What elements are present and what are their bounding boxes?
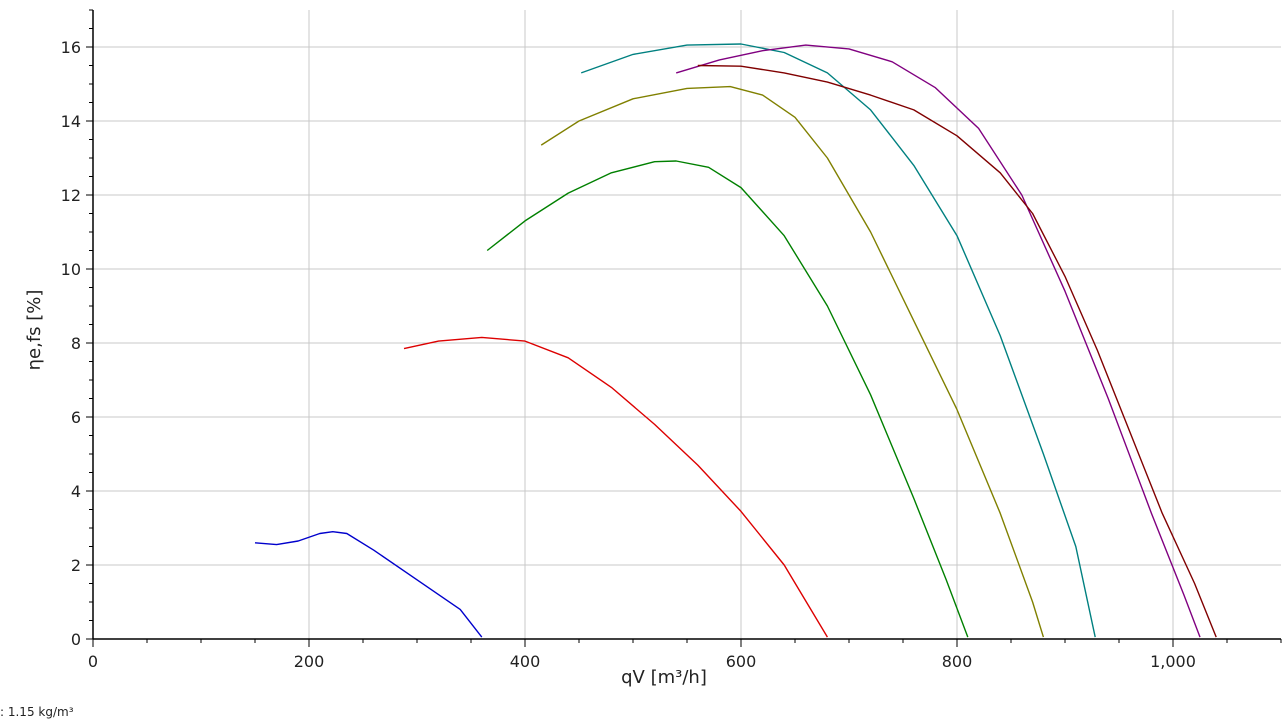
x-tick-label: 800 [942,652,973,671]
y-tick-label: 10 [61,260,81,279]
series-line-7 [697,64,1217,638]
axes [92,10,1281,640]
y-tick-label: 6 [71,408,81,427]
series-line-3 [486,160,969,638]
y-tick-label: 4 [71,482,81,501]
series-line-1 [254,531,483,638]
y-tick-label: 16 [61,38,81,57]
tick-labels: 0 200 400 600 800 1,000 0 2 4 6 8 10 12 14 16 [61,38,1196,671]
series-line-4 [540,85,1045,638]
density-note: : 1.15 kg/m³ [0,705,74,719]
series-line-5 [580,43,1096,638]
y-axis-label: ηe,fs [%] [24,290,45,371]
x-axis-label: qV [m³/h] [621,667,707,688]
series-line-6 [675,44,1201,638]
x-tick-label: 400 [510,652,541,671]
x-tick-label: 1,000 [1150,652,1196,671]
x-tick-label: 200 [294,652,325,671]
grid-lines [93,10,1281,639]
x-tick-label: 0 [88,652,98,671]
y-tick-label: 8 [71,334,81,353]
y-tick-label: 0 [71,630,81,649]
y-tick-label: 12 [61,186,81,205]
axis-ticks [86,9,1282,647]
series-line-2 [403,336,829,638]
series-group [254,43,1217,638]
y-tick-label: 14 [61,112,81,131]
y-tick-label: 2 [71,556,81,575]
x-tick-label: 600 [726,652,757,671]
